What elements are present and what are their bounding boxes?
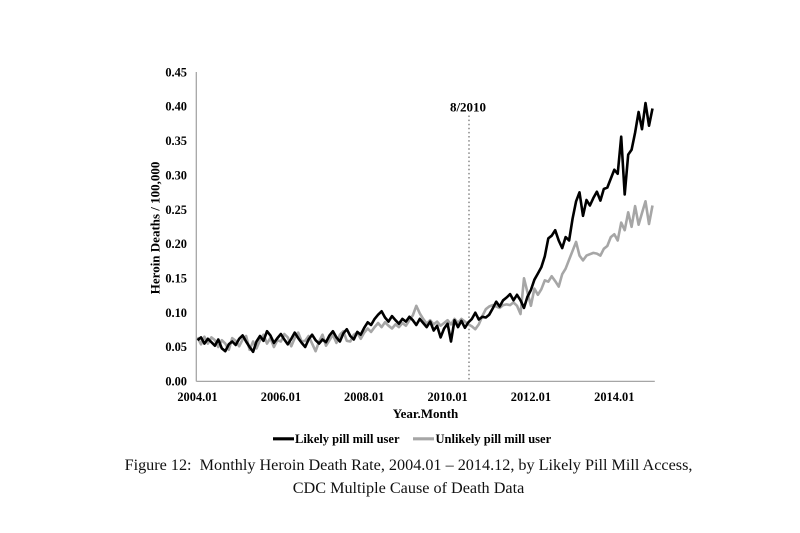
svg-text:Heroin Deaths / 100,000: Heroin Deaths / 100,000 [148, 162, 163, 295]
svg-text:0.05: 0.05 [165, 340, 187, 354]
svg-text:2004.01: 2004.01 [177, 390, 217, 404]
svg-text:2006.01: 2006.01 [261, 390, 301, 404]
svg-text:Unlikely pill mill user: Unlikely pill mill user [436, 432, 552, 446]
svg-text:0.35: 0.35 [165, 134, 187, 148]
svg-text:2014.01: 2014.01 [594, 390, 634, 404]
svg-text:0.15: 0.15 [165, 272, 187, 286]
svg-text:0.30: 0.30 [165, 168, 187, 182]
svg-text:Likely pill mill user: Likely pill mill user [295, 432, 400, 446]
svg-text:8/2010: 8/2010 [450, 100, 486, 115]
svg-text:0.25: 0.25 [165, 203, 187, 217]
svg-text:2010.01: 2010.01 [427, 390, 467, 404]
svg-text:Year.Month: Year.Month [393, 406, 459, 421]
svg-text:0.45: 0.45 [165, 65, 187, 79]
svg-text:0.20: 0.20 [165, 237, 187, 251]
svg-text:CDC Multiple Cause of Death Da: CDC Multiple Cause of Death Data [293, 479, 525, 497]
svg-text:Figure 12: Monthly Heroin Dea: Figure 12: Monthly Heroin Death Rate, 20… [125, 456, 693, 474]
svg-text:0.40: 0.40 [165, 100, 187, 114]
svg-text:0.00: 0.00 [165, 375, 187, 389]
svg-text:0.10: 0.10 [165, 306, 187, 320]
svg-text:2008.01: 2008.01 [344, 390, 384, 404]
svg-text:2012.01: 2012.01 [511, 390, 551, 404]
